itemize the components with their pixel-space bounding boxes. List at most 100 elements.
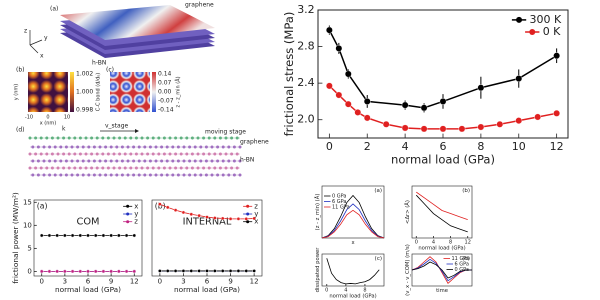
tick-label: 0 (46, 115, 49, 121)
data-point (63, 233, 67, 238)
series-line (415, 194, 468, 233)
data-point (124, 269, 129, 274)
data-point (213, 216, 217, 220)
data-point (132, 269, 137, 274)
y-axis-label: frictional power (MW/m²) (11, 192, 20, 284)
series-line (321, 209, 385, 239)
data-point (553, 109, 561, 117)
tick-label: -10 (25, 115, 33, 121)
colorbar-label: 0.00 (158, 89, 172, 96)
data-point (109, 269, 113, 274)
label: k (62, 126, 66, 133)
y-axis-label: (v_x - v_COM) (m/s) (405, 244, 411, 296)
legend-marker (246, 212, 250, 216)
y-tick-label: 2.4 (297, 76, 315, 89)
data-point (363, 114, 371, 122)
plot-frame (411, 185, 473, 239)
legend-label: 300 K (530, 13, 562, 26)
legend-label: z (254, 202, 258, 210)
y-tick-label: 0 (27, 267, 31, 275)
legend-label: 11 GPa (332, 205, 350, 211)
x-tick-label: 10 (512, 140, 526, 153)
data-point (47, 269, 52, 274)
colorbar-title: z - z_min (Å) (175, 76, 182, 107)
data-point (173, 208, 178, 212)
data-point (39, 233, 44, 238)
x-axis-label: normal load (GPa) (329, 294, 376, 300)
data-point (197, 269, 201, 273)
legend-marker (126, 212, 130, 216)
x-tick-label: 12 (130, 278, 139, 286)
data-point (117, 233, 121, 238)
axis-label: y (nm) (14, 84, 20, 101)
plot-frame (33, 199, 143, 277)
colorbar-label: 0.998 (76, 107, 93, 114)
data-point (515, 75, 523, 82)
y-axis-label: (z - z_min) (Å) (314, 194, 321, 231)
panel-label: (d) (16, 127, 25, 134)
series-line (411, 261, 472, 279)
data-point (401, 124, 409, 132)
data-point (109, 233, 113, 238)
data-point (439, 125, 447, 133)
label: v_stage (105, 123, 129, 130)
x-tick-label: 4 (344, 288, 347, 294)
panel-label: (a) (374, 188, 382, 194)
x-axis-label: normal load (GPa) (391, 153, 495, 167)
legend-marker (126, 204, 130, 208)
colorbar (70, 72, 74, 112)
x-tick-label: 0 (325, 288, 328, 294)
data-point (86, 233, 90, 238)
data-point (78, 233, 83, 238)
data-point (124, 233, 129, 238)
data-point (420, 125, 428, 133)
data-point (344, 70, 352, 78)
arrow-head (135, 129, 139, 133)
data-point (117, 269, 121, 274)
colorbar-label: 1.002 (76, 71, 93, 78)
y-axis-label: frictional stress (MPa) (282, 12, 296, 137)
x-tick-label: 12 (465, 240, 471, 246)
data-point (553, 52, 561, 60)
x-tick-label: 4 (432, 240, 435, 246)
legend-marker (126, 220, 130, 224)
data-point (335, 45, 343, 52)
data-point (70, 269, 75, 274)
x-axis-label: x (351, 240, 354, 246)
legend-label: x (134, 202, 138, 210)
data-point (189, 212, 194, 217)
graphene-sheet (60, 5, 215, 40)
colorbar-label: -0.14 (158, 107, 174, 114)
data-point (458, 125, 466, 133)
x-tick-label: 9 (109, 278, 113, 286)
data-point (55, 269, 59, 274)
x-tick-label: 0 (39, 278, 43, 286)
label: h-BN (92, 60, 106, 67)
data-point (213, 269, 217, 273)
axis-name: x (40, 53, 44, 60)
data-point (344, 100, 352, 108)
label: graphene (185, 2, 214, 9)
x-tick-label: 6 (440, 140, 447, 153)
data-point (363, 98, 371, 105)
data-point (477, 123, 485, 131)
x-tick-label: 8 (477, 140, 484, 153)
data-point (158, 202, 162, 206)
legend-label: 6 GPa (455, 262, 470, 268)
label: moving stage (205, 129, 246, 136)
data-point (55, 233, 59, 238)
data-point (354, 109, 362, 116)
x-tick-label: 0 (415, 240, 418, 246)
data-point (220, 269, 225, 273)
data-point (382, 120, 390, 128)
data-point (252, 269, 256, 273)
data-point (181, 210, 186, 215)
data-point (228, 217, 233, 221)
y-tick-label: 2.8 (297, 40, 315, 53)
y-tick-label: 3.2 (297, 3, 315, 16)
x-tick-label: 9 (228, 278, 232, 286)
x-tick-label: 6 (205, 278, 210, 286)
slab (60, 5, 215, 58)
panel-label: (c) (106, 67, 114, 74)
data-point (132, 233, 137, 238)
